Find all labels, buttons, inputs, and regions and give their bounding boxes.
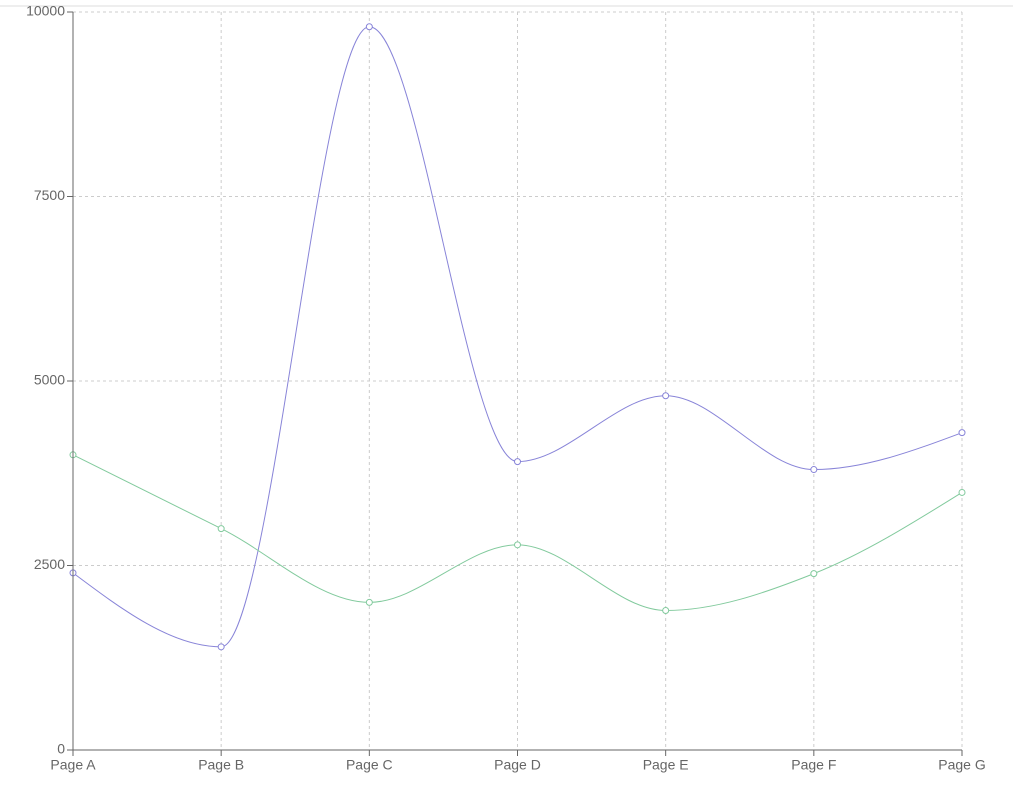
x-tick-label: Page F bbox=[791, 757, 836, 773]
x-tick-label: Page C bbox=[346, 757, 393, 773]
dot bbox=[958, 488, 966, 496]
x-tick-label: Page D bbox=[494, 757, 541, 773]
dot bbox=[810, 466, 818, 474]
y-tick-label: 0 bbox=[57, 741, 65, 757]
x-tick-label: Page E bbox=[643, 757, 689, 773]
dot bbox=[217, 643, 225, 651]
x-tick-label: Page B bbox=[198, 757, 244, 773]
dot bbox=[662, 607, 670, 615]
y-tick-label: 5000 bbox=[34, 372, 65, 388]
dot bbox=[514, 541, 521, 549]
grid bbox=[72, 11, 963, 751]
y-tick-label: 7500 bbox=[34, 187, 65, 203]
dot bbox=[662, 392, 670, 400]
dot bbox=[958, 429, 966, 437]
y-tick-label: 2500 bbox=[34, 556, 65, 572]
dot bbox=[365, 598, 373, 606]
dot bbox=[365, 23, 373, 31]
dot bbox=[810, 570, 818, 578]
line bbox=[72, 454, 963, 612]
x-tick-label: Page A bbox=[50, 757, 96, 773]
line bbox=[72, 26, 963, 648]
dot bbox=[514, 458, 521, 466]
dot bbox=[217, 525, 225, 533]
x-tick-label: Page G bbox=[938, 757, 985, 773]
y-tick-label: 10000 bbox=[26, 3, 65, 19]
